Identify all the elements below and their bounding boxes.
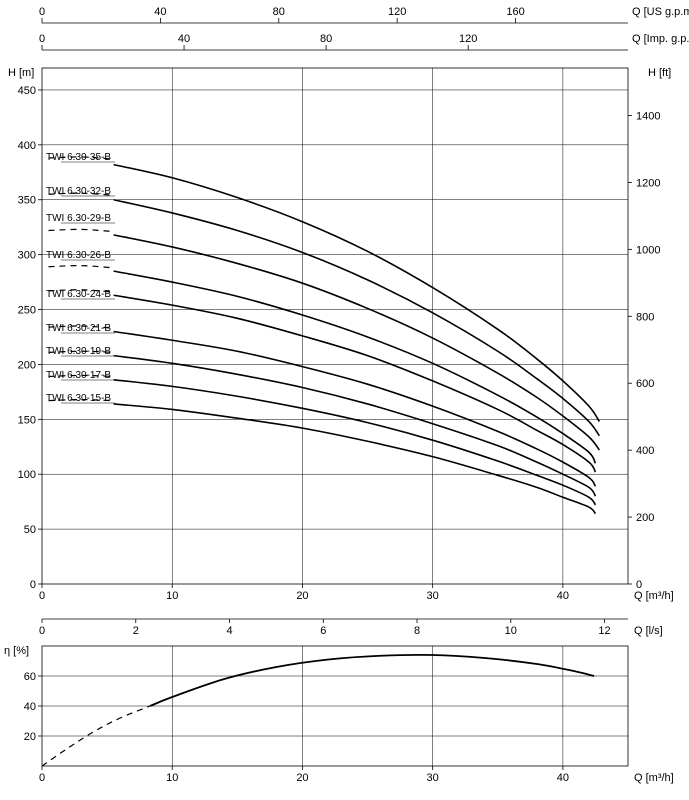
svg-text:120: 120 [388, 6, 406, 18]
svg-text:0: 0 [39, 590, 45, 602]
axis-label-flow-m3h: Q [m³/h] [634, 590, 674, 602]
curve-6 [114, 356, 596, 497]
svg-text:20: 20 [296, 772, 308, 784]
curve-dashed-2 [49, 229, 114, 231]
svg-text:4: 4 [226, 625, 232, 637]
svg-text:0: 0 [39, 6, 45, 18]
svg-text:12: 12 [598, 625, 610, 637]
svg-text:0: 0 [39, 772, 45, 784]
svg-text:1000: 1000 [636, 244, 660, 256]
efficiency-curve [150, 655, 594, 706]
chart-svg: 04080120160Q [US g.p.m.]04080120Q [Imp. … [0, 0, 689, 800]
curve-label-2: TWI 6.30-29-B [46, 213, 111, 224]
svg-text:80: 80 [320, 33, 332, 45]
axis-label-imp-gpm: Q [Imp. g.p.m.] [632, 33, 689, 45]
curve-label-7: TWI 6.30-17-B [46, 370, 111, 381]
curve-label-0: TWI 6.30-35-B [46, 152, 111, 163]
pump-performance-chart: 04080120160Q [US g.p.m.]04080120Q [Imp. … [0, 0, 689, 800]
svg-text:1200: 1200 [636, 177, 660, 189]
curve-label-1: TWI 6.30-32-B [46, 186, 111, 197]
svg-text:2: 2 [133, 625, 139, 637]
svg-text:400: 400 [636, 445, 654, 457]
svg-text:40: 40 [24, 701, 36, 713]
svg-text:0: 0 [39, 33, 45, 45]
svg-text:60: 60 [24, 671, 36, 683]
curve-3 [114, 271, 596, 463]
curve-label-5: TWI 6.30-21-B [46, 323, 111, 334]
svg-text:6: 6 [320, 625, 326, 637]
svg-text:40: 40 [557, 772, 569, 784]
curve-dashed-3 [49, 266, 114, 268]
svg-text:10: 10 [505, 625, 517, 637]
curve-0 [114, 165, 600, 422]
curve-4 [114, 295, 596, 472]
svg-text:160: 160 [506, 6, 524, 18]
axis-label-eff-flow: Q [m³/h] [634, 772, 674, 784]
svg-text:600: 600 [636, 378, 654, 390]
curve-label-6: TWI 6.30-19-B [46, 346, 111, 357]
svg-text:80: 80 [273, 6, 285, 18]
svg-text:10: 10 [166, 772, 178, 784]
svg-text:40: 40 [154, 6, 166, 18]
svg-text:20: 20 [296, 590, 308, 602]
curve-label-4: TWI 6.30-24-B [46, 289, 111, 300]
curve-label-8: TWI 6.30-15-B [46, 393, 111, 404]
curve-label-3: TWI 6.30-26-B [46, 250, 111, 261]
svg-text:8: 8 [414, 625, 420, 637]
svg-text:350: 350 [18, 195, 36, 207]
axis-label-us-gpm: Q [US g.p.m.] [632, 6, 689, 18]
svg-text:150: 150 [18, 414, 36, 426]
axis-label-head-m: H [m] [8, 67, 34, 79]
svg-text:10: 10 [166, 590, 178, 602]
svg-text:40: 40 [178, 33, 190, 45]
svg-text:20: 20 [24, 731, 36, 743]
svg-text:1400: 1400 [636, 111, 660, 123]
axis-label-eff: η [%] [4, 645, 29, 657]
svg-text:30: 30 [427, 772, 439, 784]
svg-text:120: 120 [459, 33, 477, 45]
svg-text:40: 40 [557, 590, 569, 602]
svg-text:50: 50 [24, 524, 36, 536]
axis-label-head-ft: H [ft] [648, 67, 671, 79]
svg-text:300: 300 [18, 250, 36, 262]
svg-text:30: 30 [427, 590, 439, 602]
svg-text:0: 0 [39, 625, 45, 637]
curve-8 [114, 404, 596, 514]
svg-text:250: 250 [18, 305, 36, 317]
svg-text:0: 0 [30, 579, 36, 591]
svg-text:400: 400 [18, 140, 36, 152]
axis-label-flow-ls: Q [l/s] [634, 625, 663, 637]
svg-text:100: 100 [18, 469, 36, 481]
svg-text:200: 200 [18, 359, 36, 371]
svg-text:200: 200 [636, 512, 654, 524]
svg-text:800: 800 [636, 311, 654, 323]
svg-text:450: 450 [18, 85, 36, 97]
